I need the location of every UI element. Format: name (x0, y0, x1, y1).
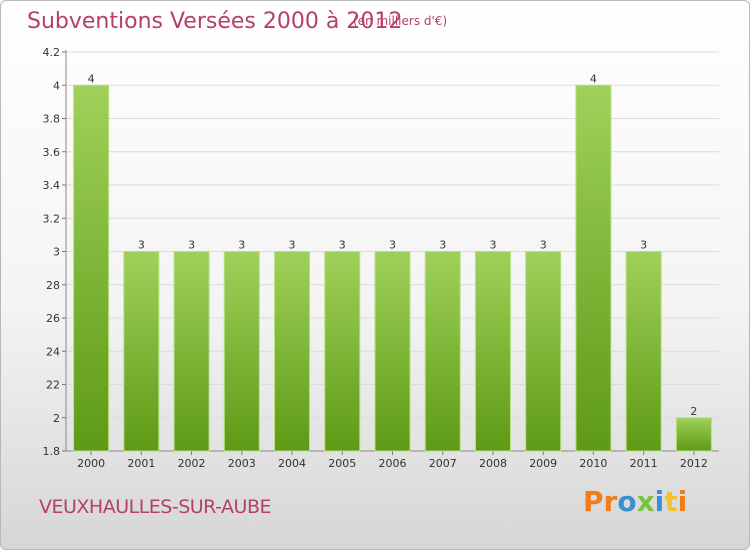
y-tick-label: 4.2 (43, 46, 61, 59)
bar-2001 (123, 251, 160, 452)
data-label-2000: 4 (88, 72, 95, 85)
data-label-2012: 2 (690, 405, 697, 418)
data-label-2008: 3 (489, 239, 496, 252)
bar-2007 (424, 251, 461, 452)
x-tick-label-2003: 2003 (228, 457, 256, 470)
data-label-2001: 3 (138, 239, 145, 252)
bar-2005 (324, 251, 361, 452)
y-tick-label: 3.6 (43, 146, 61, 159)
bar-2012 (675, 417, 712, 452)
y-tick-label: 26 (46, 312, 60, 325)
bar-2000 (73, 84, 110, 452)
data-label-2003: 3 (238, 239, 245, 252)
y-tick-label: 4 (53, 79, 60, 92)
labels: 4 2000 3 2001 3 2002 3 2003 3 2004 3 2005 3 2006 3 2007… (77, 72, 708, 470)
x-tick-label-2004: 2004 (278, 457, 306, 470)
y-tick-label: 3.8 (43, 113, 61, 126)
y-tick-label: 2 (53, 412, 60, 425)
x-tick-label-2010: 2010 (579, 457, 607, 470)
data-label-2002: 3 (188, 239, 195, 252)
y-tick-label: 22 (46, 379, 60, 392)
x-tick-label-2008: 2008 (479, 457, 507, 470)
y-tick-label: 1.8 (43, 445, 61, 458)
x-tick-label-2000: 2000 (77, 457, 105, 470)
logo-letter: r (603, 485, 618, 518)
y-tick-label: 3.2 (43, 212, 61, 225)
data-label-2011: 3 (640, 239, 647, 252)
logo-letter: x (636, 485, 655, 518)
y-tick-label: 3 (53, 246, 60, 259)
proxiti-logo: Proxiti (583, 485, 687, 518)
bar-2003 (223, 251, 260, 452)
data-label-2009: 3 (540, 239, 547, 252)
x-tick-label-2001: 2001 (127, 457, 155, 470)
chart-title: Subventions Versées 2000 à 2012 (27, 9, 403, 34)
x-tick-label-2012: 2012 (680, 457, 708, 470)
bar-2010 (575, 84, 612, 452)
bar-2002 (173, 251, 210, 452)
data-label-2010: 4 (590, 72, 597, 85)
bar-2006 (374, 251, 411, 452)
data-label-2007: 3 (439, 239, 446, 252)
data-label-2006: 3 (389, 239, 396, 252)
y-tick-label: 3.4 (43, 179, 61, 192)
y-tick-label: 28 (46, 279, 60, 292)
x-tick-label-2007: 2007 (429, 457, 457, 470)
bar-2009 (525, 251, 562, 452)
x-tick-label-2006: 2006 (379, 457, 407, 470)
x-tick-label-2011: 2011 (630, 457, 658, 470)
logo-letter: t (664, 485, 678, 518)
logo-letter: i (654, 485, 665, 518)
data-label-2005: 3 (339, 239, 346, 252)
bar-2008 (474, 251, 511, 452)
chart-subtitle: (en milliers d'€) (353, 14, 448, 28)
bars (73, 84, 712, 452)
data-label-2004: 3 (289, 239, 296, 252)
bar-2011 (625, 251, 662, 452)
commune-name: VEUXHAULLES-SUR-AUBE (39, 496, 272, 518)
bar-2004 (274, 251, 311, 452)
x-tick-label-2009: 2009 (529, 457, 557, 470)
x-tick-label-2005: 2005 (328, 457, 356, 470)
y-tick-label: 24 (46, 345, 60, 358)
logo-letter: o (617, 485, 637, 518)
logo-letter: i (677, 485, 688, 518)
logo-letter: P (583, 485, 604, 518)
x-tick-label-2002: 2002 (178, 457, 206, 470)
